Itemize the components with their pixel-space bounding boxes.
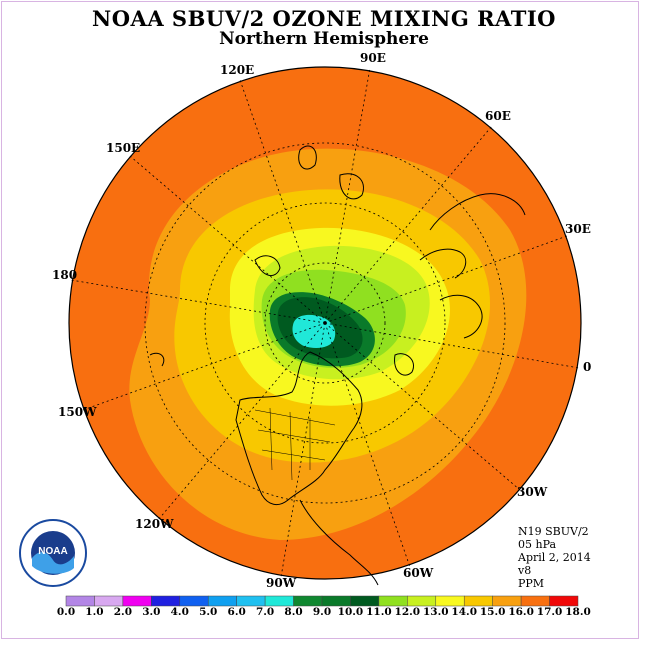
noaa-logo-icon: NOAA bbox=[19, 519, 87, 587]
color-bar-tick-label: 6.0 bbox=[227, 606, 246, 618]
color-bar-tick-label: 0.0 bbox=[56, 606, 76, 618]
latitude-grid bbox=[144, 142, 506, 504]
color-bar-swatch bbox=[463, 595, 493, 607]
color-bar-tick-label: 12.0 bbox=[394, 606, 421, 618]
lon-label-120w: 120W bbox=[135, 517, 174, 531]
color-bar-tick-label: 14.0 bbox=[451, 606, 478, 618]
color-bar-swatch bbox=[350, 595, 380, 607]
color-bar-swatch bbox=[378, 595, 408, 607]
color-bar-swatch bbox=[407, 595, 437, 607]
color-bar-swatch bbox=[236, 595, 266, 607]
lon-label-90w: 90W bbox=[266, 576, 297, 590]
lon-label-60e: 60E bbox=[485, 109, 511, 123]
color-bar-tick-label: 7.0 bbox=[255, 606, 275, 618]
lon-label-60w: 60W bbox=[403, 566, 434, 580]
info-version: v8 bbox=[518, 564, 532, 577]
map-boundary bbox=[68, 66, 582, 580]
color-bar-tick-label: 18.0 bbox=[565, 606, 591, 618]
color-bar-tick-label: 1.0 bbox=[85, 606, 104, 618]
color-bar-swatch bbox=[65, 595, 95, 607]
noaa-logo-text: NOAA bbox=[38, 546, 67, 557]
color-bar-swatch bbox=[492, 595, 522, 607]
info-units: PPM bbox=[518, 577, 545, 590]
color-bar-swatch bbox=[122, 595, 152, 607]
lon-label-30e: 30E bbox=[565, 222, 591, 236]
lon-label-90e: 90E bbox=[360, 51, 386, 65]
color-bar-tick-label: 2.0 bbox=[113, 606, 133, 618]
color-bar-swatch bbox=[179, 595, 209, 607]
map-title: NOAA SBUV/2 OZONE MIXING RATIO bbox=[92, 6, 556, 31]
color-bar-swatch bbox=[264, 595, 294, 607]
color-bar-swatch bbox=[321, 595, 351, 607]
map-subtitle: Northern Hemisphere bbox=[219, 29, 429, 49]
color-bar-ticks: 0.0 1.0 2.0 3.0 4.0 5.0 6.0 7.0 8.0 9.0 10.0 11.0 12… bbox=[0, 606, 648, 622]
color-bar-swatch bbox=[435, 595, 465, 607]
info-satellite: N19 SBUV/2 bbox=[518, 525, 589, 538]
image-frame bbox=[1, 1, 639, 639]
state-borders bbox=[254, 407, 336, 481]
color-bar-tick-label: 3.0 bbox=[142, 606, 161, 618]
lon-label-30w: 30W bbox=[517, 485, 548, 499]
lon-label-120e: 120E bbox=[220, 63, 254, 77]
color-bar-tick-label: 4.0 bbox=[170, 606, 189, 618]
lon-label-150e: 150E bbox=[106, 141, 140, 155]
color-bar-swatch bbox=[520, 595, 550, 607]
color-bar-tick-label: 15.0 bbox=[479, 606, 506, 618]
color-bar-swatch bbox=[94, 595, 124, 607]
color-bar-swatch bbox=[207, 595, 237, 607]
color-bar-tick-label: 10.0 bbox=[337, 606, 364, 618]
lon-label-180: 180 bbox=[52, 268, 77, 282]
color-bar-tick-label: 5.0 bbox=[199, 606, 218, 618]
color-bar-swatch bbox=[151, 595, 181, 607]
info-date: April 2, 2014 bbox=[518, 551, 591, 564]
color-bar bbox=[65, 595, 579, 607]
color-bar-tick-label: 9.0 bbox=[312, 606, 332, 618]
color-bar-tick-label: 17.0 bbox=[536, 606, 563, 618]
color-bar-tick-label: 8.0 bbox=[284, 606, 303, 618]
meridian-grid bbox=[70, 67, 580, 578]
lon-label-0: 0 bbox=[583, 360, 591, 374]
color-bar-swatch bbox=[549, 595, 579, 607]
lon-label-150w: 150W bbox=[58, 405, 97, 419]
color-bar-tick-label: 16.0 bbox=[508, 606, 534, 618]
color-bar-tick-label: 13.0 bbox=[422, 606, 449, 618]
info-level: 05 hPa bbox=[518, 538, 557, 551]
color-bar-tick-label: 11.0 bbox=[366, 606, 392, 618]
color-bar-swatch bbox=[293, 595, 323, 607]
dataset-info: N19 SBUV/2 05 hPa April 2, 2014 v8 PPM bbox=[518, 525, 591, 590]
